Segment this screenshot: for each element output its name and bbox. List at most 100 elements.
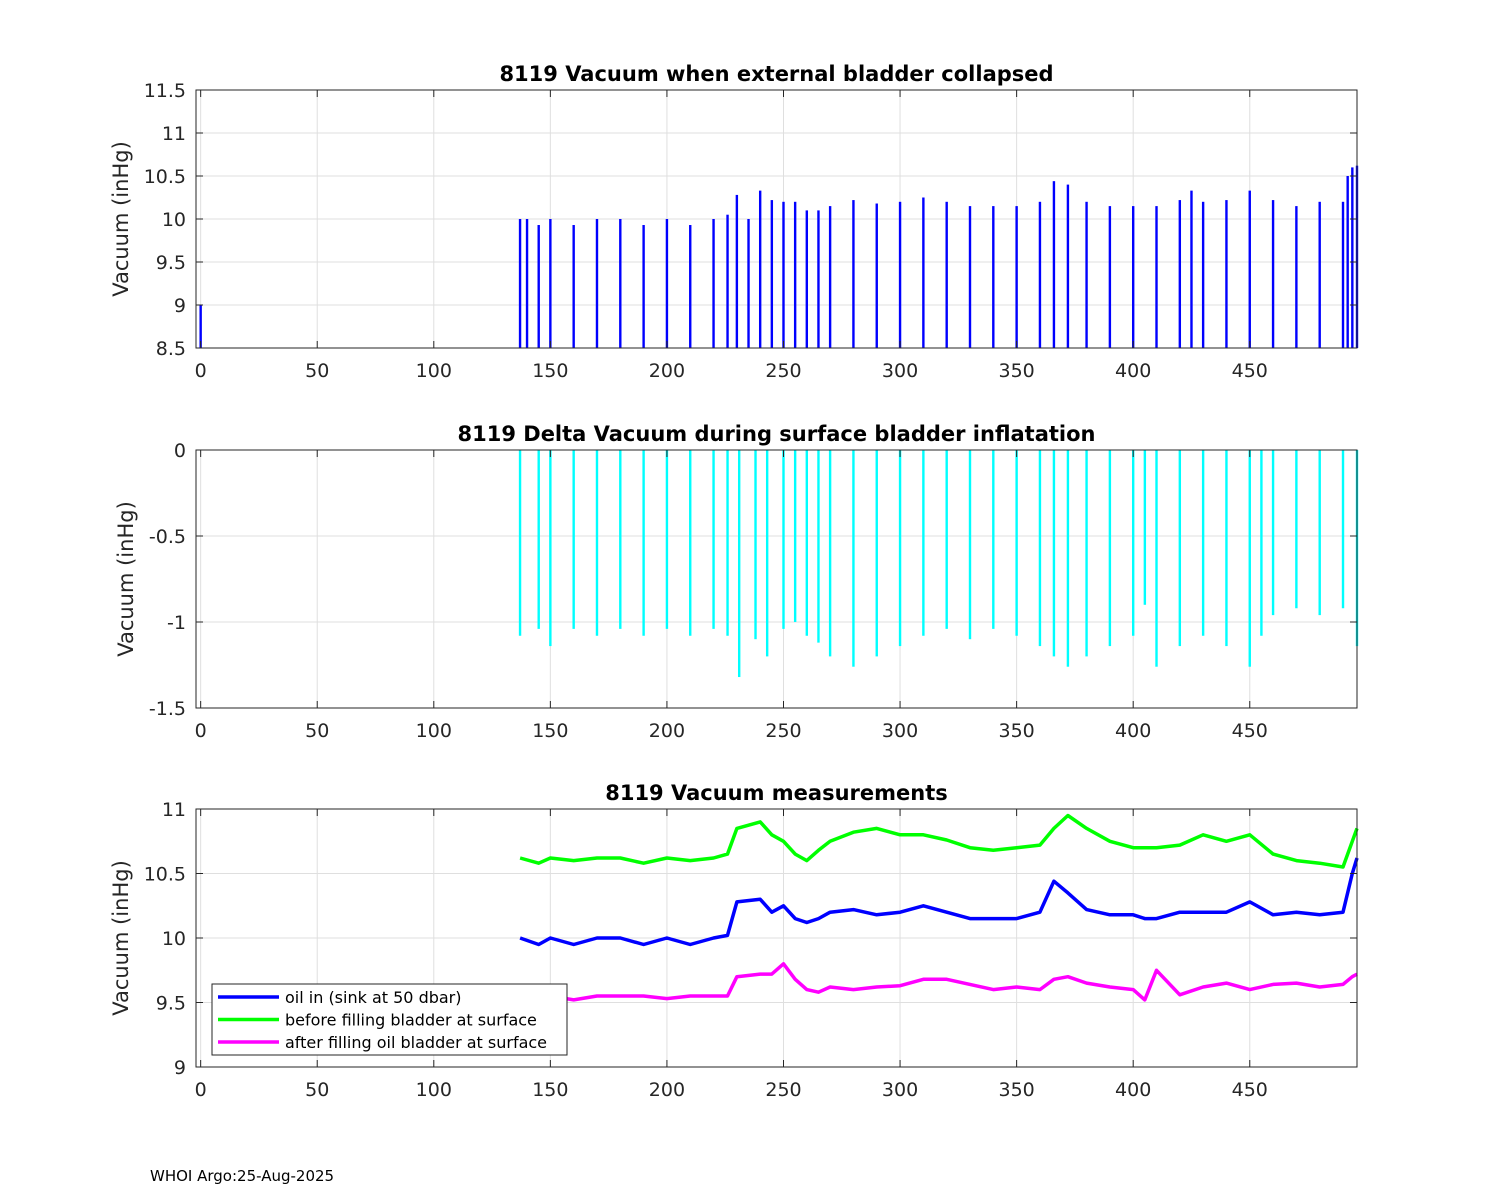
- chart-title: 8119 Vacuum measurements: [605, 781, 948, 805]
- series-line: [519, 813, 1359, 869]
- vacuum-measurements-chart: 0 50 100 150 200 250 300 350 400 450 9 9.5 10 10.5 11 8…: [109, 781, 1359, 1101]
- bar: [726, 450, 729, 636]
- legend-label: oil in (sink at 50 dbar): [285, 988, 462, 1007]
- bar: [782, 450, 785, 629]
- y-tick-label: -0.5: [149, 526, 186, 548]
- bar: [1085, 201, 1088, 348]
- bar: [1066, 184, 1070, 348]
- bar: [1015, 450, 1018, 636]
- y-tick-label: 9.5: [156, 252, 186, 274]
- bar: [852, 450, 855, 667]
- bar: [754, 450, 757, 640]
- y-axis-label: Vacuum (inHg): [109, 141, 133, 297]
- bar: [1295, 206, 1298, 348]
- bar: [689, 225, 692, 348]
- bar: [1052, 450, 1056, 657]
- x-tick-label: 400: [1115, 1079, 1151, 1101]
- bar: [642, 450, 645, 636]
- bar: [770, 200, 774, 348]
- bar: [1248, 450, 1251, 667]
- bar: [1155, 206, 1158, 348]
- x-tick-label: 100: [416, 720, 452, 742]
- bar: [1351, 167, 1354, 348]
- x-tick-label: 300: [882, 720, 918, 742]
- y-tick-label: 9.5: [156, 993, 186, 1015]
- bar: [992, 206, 995, 348]
- bar: [1066, 450, 1070, 667]
- bar: [1143, 450, 1147, 605]
- axes-frame: [195, 449, 1358, 709]
- bar: [1201, 201, 1205, 348]
- y-tick-label: -1.5: [149, 698, 186, 720]
- bar: [1341, 201, 1345, 348]
- bar: [518, 219, 522, 348]
- y-tick-label: 10: [162, 209, 186, 231]
- bar: [793, 201, 797, 348]
- bar: [1178, 200, 1182, 348]
- bar: [572, 225, 575, 348]
- bar: [1318, 201, 1321, 348]
- bar: [1015, 206, 1018, 348]
- x-tick-label: 450: [1232, 360, 1268, 382]
- bar: [828, 206, 832, 348]
- bar: [758, 190, 762, 348]
- bar: [549, 450, 552, 647]
- bar: [747, 219, 750, 348]
- x-tick-label: 200: [649, 1079, 685, 1101]
- bar: [898, 201, 902, 348]
- bar: [1038, 201, 1042, 348]
- vacuum-collapsed-chart: 0 50 100 150 200 250 300 350 400 450 8.5 9 9.5 10 10.5…: [109, 62, 1359, 382]
- x-tick-label: 150: [532, 360, 568, 382]
- footer-credit: WHOI Argo:25-Aug-2025: [150, 1167, 335, 1185]
- bar: [992, 450, 995, 629]
- x-tick-label: 300: [882, 360, 918, 382]
- bar: [1131, 450, 1135, 636]
- bar: [817, 210, 820, 348]
- x-tick-label: 100: [416, 360, 452, 382]
- x-tick-label: 150: [532, 720, 568, 742]
- bar: [595, 219, 599, 348]
- bar: [1190, 190, 1193, 348]
- bar: [712, 450, 715, 629]
- series-line: [519, 857, 1359, 947]
- bar: [1038, 450, 1042, 647]
- y-tick-label: 9: [174, 1057, 186, 1079]
- bar: [945, 450, 948, 629]
- bar: [726, 214, 729, 348]
- bar: [1271, 200, 1275, 348]
- bar: [922, 197, 925, 348]
- bar: [199, 305, 202, 348]
- bar: [1108, 450, 1112, 647]
- chart-title: 8119 Vacuum when external bladder collap…: [499, 62, 1053, 86]
- x-tick-label: 50: [305, 720, 329, 742]
- bar: [1108, 206, 1112, 348]
- y-tick-label: 10: [162, 928, 186, 950]
- bar: [665, 450, 669, 629]
- bar: [1260, 450, 1263, 636]
- bar: [875, 203, 878, 348]
- bar: [689, 450, 692, 636]
- bar: [537, 225, 540, 348]
- bar: [1271, 450, 1275, 616]
- y-tick-label: -1: [167, 612, 186, 634]
- bar: [1131, 206, 1135, 348]
- legend-label: after filling oil bladder at surface: [285, 1033, 547, 1052]
- y-tick-label: 0: [174, 440, 186, 462]
- legend-label: before filling bladder at surface: [285, 1011, 537, 1030]
- bar: [1178, 450, 1182, 647]
- bar: [898, 450, 902, 647]
- y-tick-label: 8.5: [156, 338, 186, 360]
- x-tick-label: 200: [649, 720, 685, 742]
- bar: [1346, 176, 1349, 348]
- x-tick-label: 200: [649, 360, 685, 382]
- bar: [642, 225, 645, 348]
- bar: [525, 219, 529, 348]
- bar: [1201, 450, 1205, 636]
- x-tick-label: 450: [1232, 1079, 1268, 1101]
- y-tick-label: 10.5: [144, 166, 186, 188]
- bar: [1295, 450, 1298, 609]
- bar: [1052, 181, 1056, 348]
- bar: [1225, 200, 1228, 348]
- bar: [572, 450, 575, 629]
- x-tick-label: 250: [765, 360, 801, 382]
